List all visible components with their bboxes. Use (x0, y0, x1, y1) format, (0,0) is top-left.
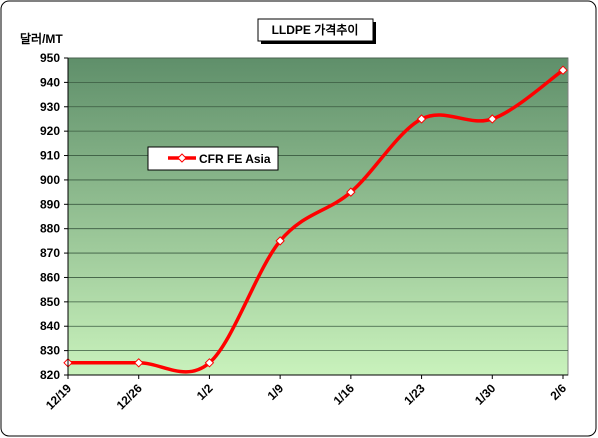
y-tick-label: 860 (40, 270, 60, 284)
y-tick-label: 880 (40, 222, 60, 236)
point-marker (275, 236, 285, 246)
y-tick-label: 850 (40, 295, 60, 309)
title-box (257, 18, 374, 42)
y-tick-label: 830 (40, 344, 60, 358)
y-tick-label: 840 (40, 319, 60, 333)
y-tick-label: 930 (40, 100, 60, 114)
y-tick-label: 940 (40, 75, 60, 89)
point-marker (134, 358, 144, 368)
legend-label: CFR FE Asia (199, 152, 271, 166)
y-tick-label: 890 (40, 197, 60, 211)
y-tick-label: 900 (40, 173, 60, 187)
grid (68, 57, 568, 376)
y-tick-label: 820 (40, 368, 60, 382)
point-marker (204, 358, 215, 368)
point-marker (416, 114, 427, 124)
chart-title: LLDPE 가격추이 (272, 22, 359, 37)
legend-marker (177, 153, 187, 163)
y-tick-label: 920 (40, 124, 60, 138)
legend (147, 146, 279, 171)
y-tick-label: 870 (40, 246, 60, 260)
y-axis-label: 달러/MT (20, 31, 63, 46)
point-marker (487, 114, 497, 124)
y-tick-label: 910 (40, 149, 60, 163)
point-marker (558, 65, 568, 75)
series-line (67, 68, 565, 374)
plot-area (67, 57, 569, 376)
point-marker (346, 187, 356, 197)
y-tick-label: 950 (40, 51, 60, 65)
